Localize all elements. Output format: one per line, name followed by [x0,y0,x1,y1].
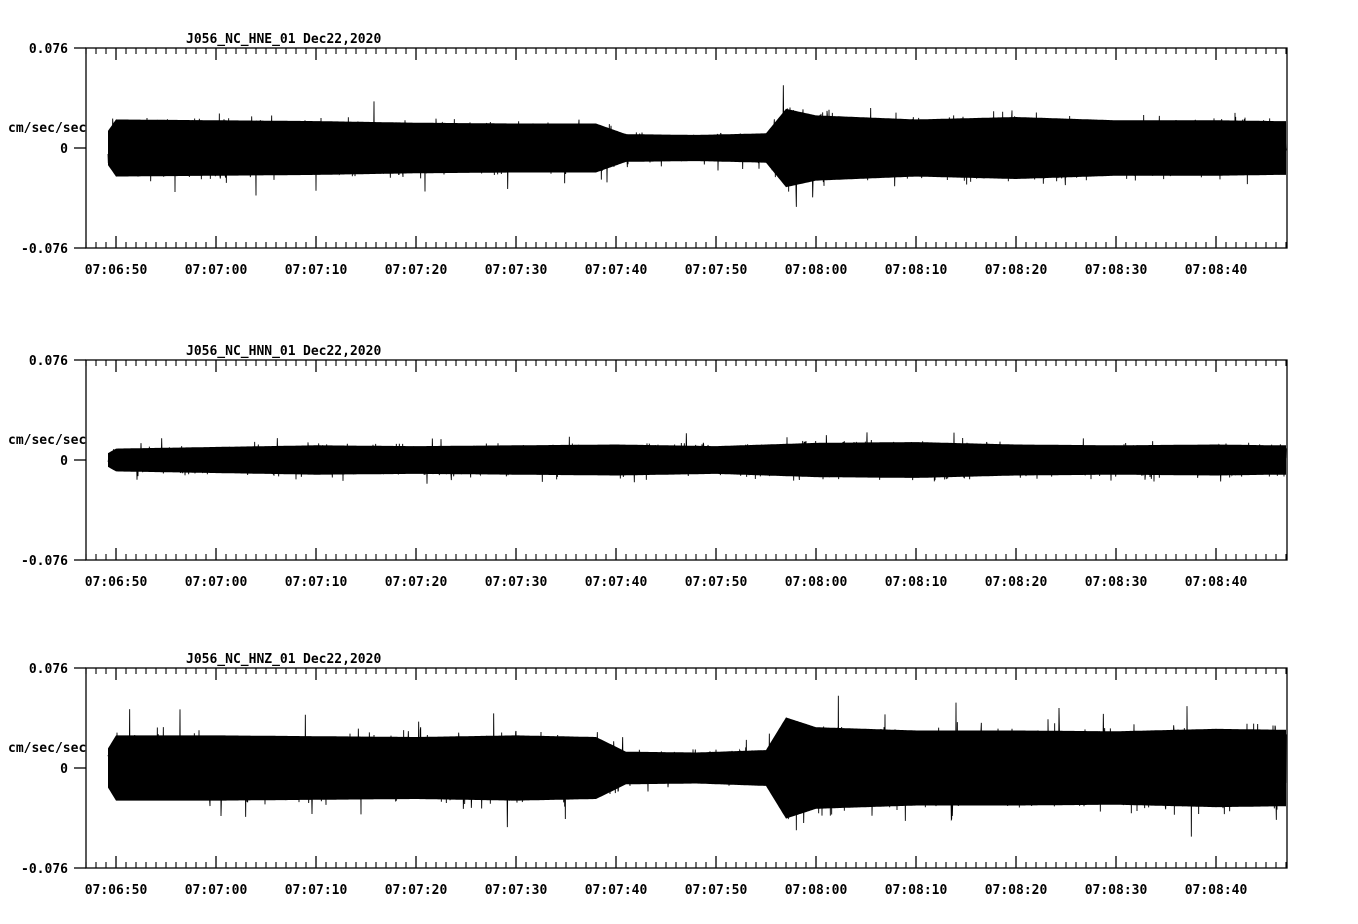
waveform-path [107,432,1287,484]
seismogram-panel-hnn: J056_NC_HNN_01 Dec22,2020 0.076 cm/sec/s… [0,312,1358,617]
x-axis-tick-label: 07:08:20 [985,575,1048,590]
x-axis-tick-label: 07:07:10 [285,575,348,590]
x-axis-tick-label: 07:07:40 [585,263,648,278]
y-axis-unit-label: cm/sec/sec [8,741,86,756]
x-axis-tick-label: 07:07:10 [285,883,348,898]
x-axis-tick-label: 07:07:20 [385,263,448,278]
x-axis-tick-labels: 07:06:50 07:07:00 07:07:10 07:07:20 07:07:30… [85,575,1248,590]
y-axis-max-label: 0.076 [29,42,68,57]
x-axis-tick-label: 07:08:20 [985,883,1048,898]
x-axis-tick-label: 07:07:30 [485,575,548,590]
x-axis-tick-label: 07:08:00 [785,883,848,898]
x-axis-tick-label: 07:08:00 [785,263,848,278]
waveform-trace-hne [107,85,1287,207]
x-axis-tick-label: 07:07:40 [585,575,648,590]
y-axis-zero-label: 0 [60,142,68,157]
x-axis-tick-label: 07:08:30 [1085,575,1148,590]
x-axis-tick-label: 07:07:50 [685,883,748,898]
x-axis-tick-label: 07:06:50 [85,883,148,898]
x-axis-tick-label: 07:08:10 [885,575,948,590]
axis-ticks [74,667,1287,869]
waveform-trace-hnn [107,432,1287,484]
seismogram-panel-hnz: J056_NC_HNZ_01 Dec22,2020 0.076 cm/sec/s… [0,620,1358,924]
panel-date-label: Dec22,2020 [303,344,381,359]
y-axis-unit-label: cm/sec/sec [8,433,86,448]
x-axis-tick-label: 07:07:00 [185,575,248,590]
x-axis-tick-label: 07:07:10 [285,263,348,278]
x-axis-tick-labels: 07:06:50 07:07:00 07:07:10 07:07:20 07:07:30… [85,263,1248,278]
seismogram-panel-hne: J056_NC_HNE_01 Dec22,2020 0.076 cm/sec/s… [0,0,1358,305]
y-axis-zero-label: 0 [60,762,68,777]
y-axis-max-label: 0.076 [29,354,68,369]
x-axis-tick-label: 07:08:10 [885,263,948,278]
waveform-path [107,85,1287,207]
x-axis-tick-labels: 07:06:50 07:07:00 07:07:10 07:07:20 07:07:30… [85,883,1248,898]
y-axis-min-label: -0.076 [21,242,68,257]
y-axis-zero-label: 0 [60,454,68,469]
x-axis-tick-label: 07:07:20 [385,883,448,898]
x-axis-tick-label: 07:08:40 [1185,263,1248,278]
panel-station-label: J056_NC_HNE_01 [186,32,296,47]
x-axis-tick-label: 07:07:50 [685,263,748,278]
x-axis-tick-label: 07:07:30 [485,883,548,898]
axis-ticks [74,359,1287,561]
panel-date-label: Dec22,2020 [303,32,381,47]
x-axis-tick-label: 07:06:50 [85,263,148,278]
x-axis-tick-label: 07:07:00 [185,883,248,898]
waveform-path [107,695,1287,837]
y-axis-min-label: -0.076 [21,862,68,877]
x-axis-tick-label: 07:06:50 [85,575,148,590]
axis-ticks [74,47,1287,249]
x-axis-tick-label: 07:07:50 [685,575,748,590]
x-axis-tick-label: 07:08:00 [785,575,848,590]
x-axis-tick-label: 07:08:10 [885,883,948,898]
x-axis-tick-label: 07:07:40 [585,883,648,898]
panel-station-label: J056_NC_HNZ_01 [186,652,296,667]
x-axis-tick-label: 07:08:30 [1085,883,1148,898]
x-axis-tick-label: 07:08:20 [985,263,1048,278]
x-axis-tick-label: 07:07:20 [385,575,448,590]
panel-station-label: J056_NC_HNN_01 [186,344,296,359]
x-axis-tick-label: 07:08:40 [1185,575,1248,590]
y-axis-max-label: 0.076 [29,662,68,677]
waveform-trace-hnz [107,695,1287,837]
x-axis-tick-label: 07:07:00 [185,263,248,278]
panel-date-label: Dec22,2020 [303,652,381,667]
x-axis-tick-label: 07:08:30 [1085,263,1148,278]
x-axis-tick-label: 07:08:40 [1185,883,1248,898]
y-axis-unit-label: cm/sec/sec [8,121,86,136]
x-axis-tick-label: 07:07:30 [485,263,548,278]
y-axis-min-label: -0.076 [21,554,68,569]
